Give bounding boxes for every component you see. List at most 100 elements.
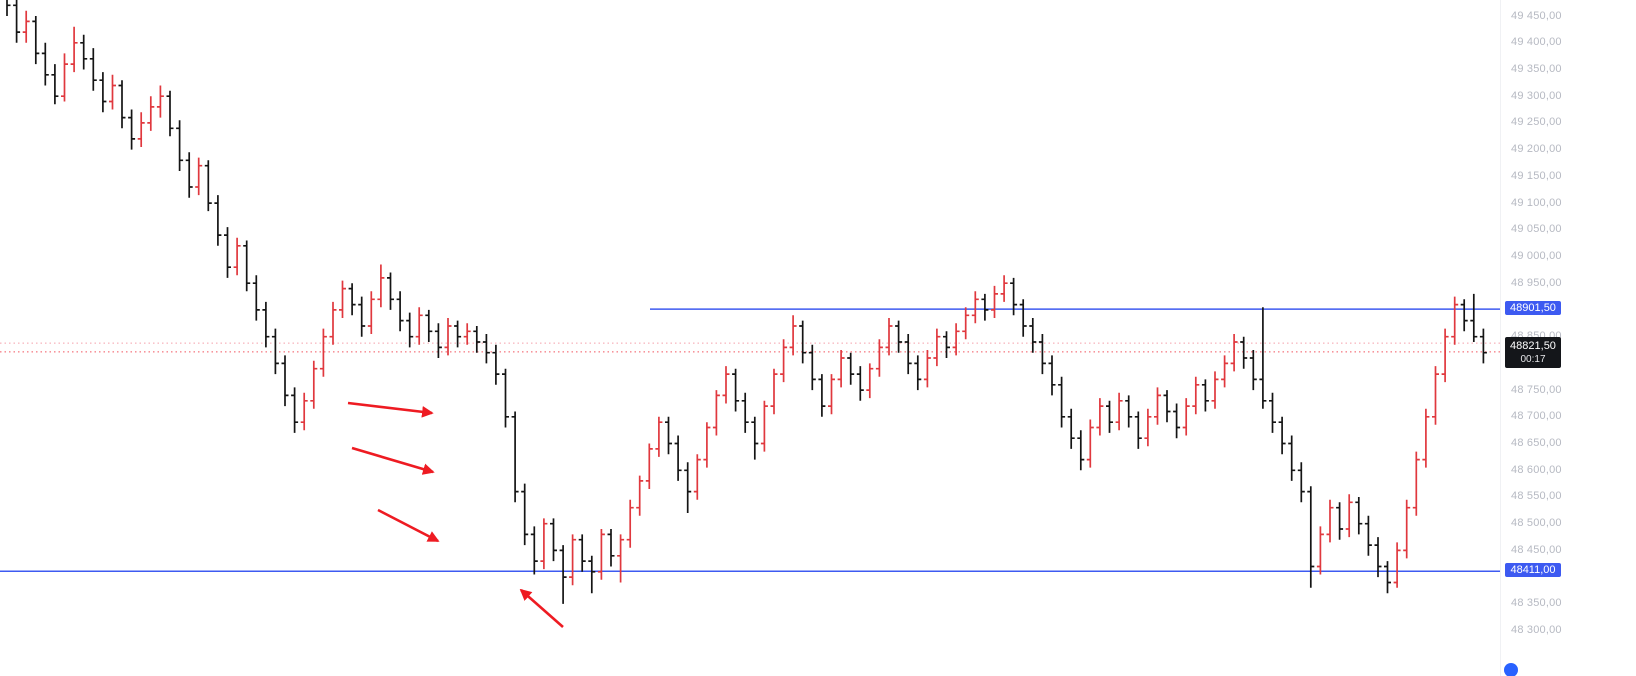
- ohlc-bar: [339, 280, 346, 318]
- ohlc-bar: [1182, 398, 1190, 436]
- price-tick-label: 48 300,00: [1511, 624, 1562, 637]
- ohlc-bar: [732, 368, 740, 412]
- ohlc-bar: [185, 152, 193, 198]
- ohlc-bar: [1125, 395, 1133, 428]
- ohlc-bar: [224, 227, 231, 278]
- arrow-annotation[interactable]: [377, 508, 440, 543]
- ohlc-bar: [1192, 376, 1200, 415]
- ohlc-bar: [1364, 515, 1372, 556]
- ohlc-bar: [617, 534, 625, 583]
- ohlc-bar: [1384, 561, 1391, 594]
- ohlc-bar: [799, 320, 807, 364]
- ohlc-bar: [665, 416, 672, 455]
- price-tick-label: 48 450,00: [1511, 543, 1562, 556]
- ohlc-bar: [511, 411, 519, 503]
- arrow-annotation[interactable]: [347, 401, 434, 418]
- last-price-value: 48821,50: [1510, 340, 1556, 352]
- ohlc-bar: [137, 112, 145, 147]
- ohlc-bar: [1259, 307, 1267, 409]
- ohlc-bar: [1451, 296, 1459, 345]
- price-tick-label: 49 100,00: [1511, 196, 1562, 209]
- ohlc-bar: [1307, 486, 1315, 588]
- ohlc-bar: [176, 120, 184, 171]
- ohlc-bar: [1422, 408, 1430, 468]
- ohlc-bar: [300, 392, 308, 431]
- arrow-annotation[interactable]: [351, 446, 435, 475]
- arrow-annotation[interactable]: [519, 588, 564, 628]
- ohlc-bar: [444, 318, 452, 356]
- ohlc-bar: [636, 475, 644, 516]
- ohlc-bar: [358, 296, 366, 337]
- ohlc-bar: [923, 350, 931, 388]
- ohlc-bar: [396, 291, 404, 332]
- last-price-label: 48821,50 00:17: [1505, 337, 1561, 369]
- price-tick-label: 48 700,00: [1511, 410, 1562, 423]
- ohlc-bar: [6, 0, 11, 16]
- price-tick-label: 49 350,00: [1511, 62, 1562, 75]
- ohlc-bar: [310, 360, 318, 409]
- price-tick-label: 49 050,00: [1511, 223, 1562, 236]
- ohlc-bar: [99, 72, 107, 113]
- ohlc-bar: [1432, 366, 1439, 425]
- ohlc-bar: [952, 323, 960, 356]
- ohlc-bar: [684, 462, 692, 513]
- ohlc-bar: [329, 301, 337, 345]
- ohlc-bar: [61, 53, 68, 102]
- ohlc-bar: [1441, 328, 1449, 383]
- ohlc-bar: [1086, 419, 1094, 468]
- ohlc-bar: [780, 339, 788, 383]
- ohlc-bar: [550, 518, 557, 562]
- ohlc-bar: [1221, 355, 1229, 388]
- ohlc-bar: [741, 392, 749, 433]
- ohlc-bar: [204, 160, 212, 212]
- ohlc-bar: [578, 534, 586, 572]
- ohlc-bar: [13, 0, 21, 43]
- ohlc-bar: [195, 157, 203, 196]
- ohlc-bar: [1106, 400, 1113, 433]
- chart-pane[interactable]: [0, 0, 1500, 676]
- ohlc-bar: [319, 328, 327, 377]
- ohlc-bar: [703, 422, 711, 468]
- price-axis[interactable]: 49 450,00 49 400,00 49 350,00 49 300,00 49 2…: [1500, 0, 1636, 676]
- ohlc-bar: [943, 331, 950, 358]
- ohlc-bar: [818, 374, 826, 417]
- ohlc-bar: [1278, 416, 1286, 455]
- ohlc-bar: [147, 96, 155, 131]
- price-tick-label: 49 250,00: [1511, 116, 1562, 129]
- ohlc-bar: [1470, 293, 1478, 342]
- ohlc-bar: [607, 529, 615, 567]
- ohlc-bar: [166, 90, 174, 137]
- ohlc-bar: [492, 344, 500, 385]
- ohlc-bar: [32, 16, 40, 65]
- price-tick-label: 48 650,00: [1511, 437, 1562, 450]
- ohlc-bar: [1010, 277, 1018, 316]
- ohlc-bar: [530, 526, 538, 575]
- ohlc-bar: [252, 275, 260, 321]
- ohlc-bar: [262, 301, 270, 348]
- ohlc-bar: [1154, 387, 1161, 425]
- support-price-label: 48411,00: [1505, 563, 1561, 577]
- ohlc-bar: [962, 307, 970, 340]
- ohlc-bar: [1479, 328, 1487, 364]
- ohlc-bar: [1163, 390, 1171, 423]
- ohlc-bar: [415, 307, 423, 345]
- ohlc-bar: [847, 352, 855, 385]
- ohlc-bar: [1297, 462, 1305, 503]
- ohlc-bar: [1211, 371, 1219, 409]
- ohlc-bar: [377, 264, 385, 308]
- ohlc-bar: [914, 355, 922, 391]
- ohlc-bar: [434, 323, 442, 358]
- ohlc-bar: [1058, 376, 1066, 428]
- ohlc-bar: [1173, 403, 1181, 439]
- price-tick-label: 48 350,00: [1511, 597, 1562, 610]
- price-tick-label: 49 000,00: [1511, 250, 1562, 262]
- ohlc-bar: [1240, 336, 1248, 369]
- ohlc-bar: [1201, 379, 1209, 412]
- ohlc-bar: [118, 80, 126, 129]
- ohlc-bar: [1336, 502, 1344, 540]
- ohlc-bar: [712, 390, 720, 436]
- ohlc-bar: [473, 326, 481, 353]
- logo-dot: [1504, 663, 1518, 676]
- ohlc-bar: [1345, 494, 1353, 538]
- price-tick-label: 49 450,00: [1511, 9, 1562, 22]
